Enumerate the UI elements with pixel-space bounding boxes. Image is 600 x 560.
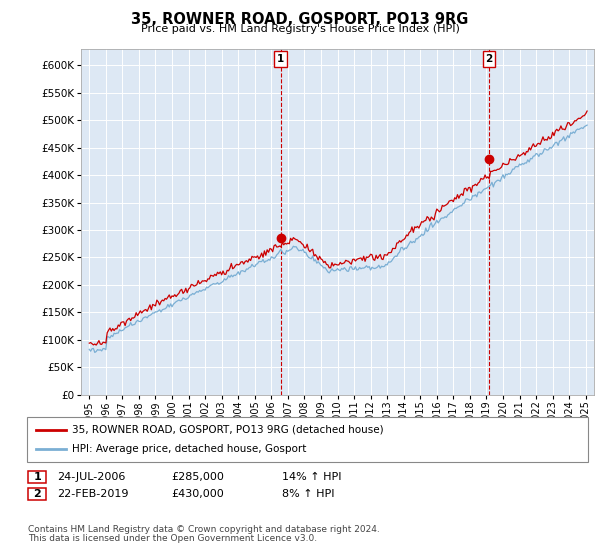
Text: 2: 2 [485,54,493,64]
Text: 14% ↑ HPI: 14% ↑ HPI [282,472,341,482]
Text: £285,000: £285,000 [171,472,224,482]
Text: 22-FEB-2019: 22-FEB-2019 [57,489,128,499]
Text: This data is licensed under the Open Government Licence v3.0.: This data is licensed under the Open Gov… [28,534,317,543]
Text: 1: 1 [34,472,41,482]
Text: 2: 2 [34,489,41,499]
Text: 24-JUL-2006: 24-JUL-2006 [57,472,125,482]
Text: 8% ↑ HPI: 8% ↑ HPI [282,489,335,499]
Text: 35, ROWNER ROAD, GOSPORT, PO13 9RG: 35, ROWNER ROAD, GOSPORT, PO13 9RG [131,12,469,27]
Text: Contains HM Land Registry data © Crown copyright and database right 2024.: Contains HM Land Registry data © Crown c… [28,525,380,534]
Text: HPI: Average price, detached house, Gosport: HPI: Average price, detached house, Gosp… [72,445,307,455]
Text: 1: 1 [277,54,284,64]
Text: Price paid vs. HM Land Registry's House Price Index (HPI): Price paid vs. HM Land Registry's House … [140,24,460,34]
Text: 35, ROWNER ROAD, GOSPORT, PO13 9RG (detached house): 35, ROWNER ROAD, GOSPORT, PO13 9RG (deta… [72,424,383,435]
Text: £430,000: £430,000 [171,489,224,499]
